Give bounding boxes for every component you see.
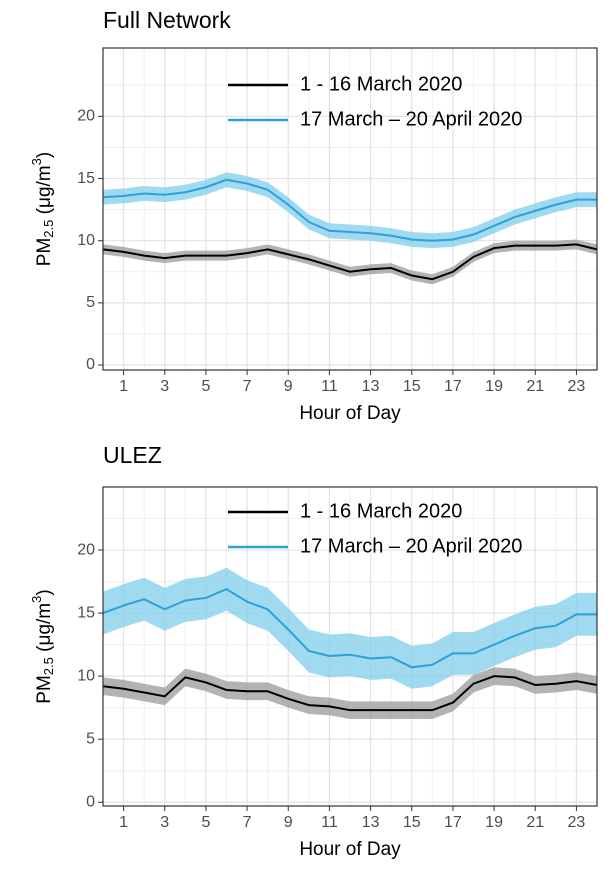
y-tick-label: 20 [77,541,95,558]
y-tick-label: 15 [77,604,95,621]
confidence-band [103,172,597,249]
x-tick-label: 19 [485,814,503,831]
y-axis-title-part: 2.5 [41,657,56,675]
y-axis-title: PM2.5 (μg/m3) [29,589,56,703]
x-tick-label: 1 [119,814,128,831]
confidence-band [103,567,597,689]
legend-label: 1 - 16 March 2020 [300,500,462,522]
y-tick-label: 0 [86,793,95,810]
series-line [102,588,597,669]
y-tick-label: 10 [77,667,95,684]
x-tick-label: 19 [485,378,503,395]
x-tick-label: 3 [160,378,169,395]
x-tick-label: 23 [568,378,586,395]
x-tick-label: 1 [119,378,128,395]
panel-title: ULEZ [103,442,162,468]
y-tick-label: 15 [77,170,95,187]
y-axis-title-part: 3 [29,596,44,603]
x-tick-label: 9 [284,378,293,395]
y-tick-label: 10 [77,232,95,249]
x-tick-label: 15 [403,378,421,395]
y-axis-title: PM2.5 (μg/m3) [29,152,56,266]
x-tick-label: 13 [362,814,380,831]
legend-label: 17 March – 20 April 2020 [300,535,522,557]
x-tick-label: 7 [243,814,252,831]
y-axis-title-part: 3 [29,158,44,165]
y-axis-title-part: (μg/m [34,165,55,219]
y-axis-title-part: PM [34,675,55,704]
y-axis-title-part: ) [34,589,55,595]
x-tick-label: 5 [201,378,210,395]
x-tick-label: 11 [321,378,338,395]
x-tick-label: 5 [201,814,210,831]
x-tick-label: 23 [568,814,586,831]
x-tick-label: 11 [321,814,338,831]
x-tick-label: 17 [444,378,462,395]
series-line [102,243,598,281]
series-line [102,675,598,712]
x-tick-label: 9 [284,814,293,831]
panel-title: Full Network [103,7,231,33]
x-tick-label: 3 [160,814,169,831]
x-axis-title: Hour of Day [299,839,401,860]
y-tick-label: 0 [86,356,95,373]
y-tick-label: 20 [77,108,95,125]
confidence-band [103,667,597,719]
series-line [102,178,597,242]
y-axis-title-part: ) [34,152,55,158]
legend-label: 1 - 16 March 2020 [300,73,462,95]
y-axis-title-part: (μg/m [34,603,55,657]
plot-border [102,47,598,371]
y-axis-title-part: PM [34,238,55,267]
x-tick-label: 15 [403,814,421,831]
x-tick-label: 13 [362,378,380,395]
x-tick-label: 17 [444,814,462,831]
x-tick-label: 21 [526,814,544,831]
confidence-band [103,239,597,285]
plot-border [102,486,598,807]
x-axis-title: Hour of Day [299,403,401,424]
legend-label: 17 March – 20 April 2020 [300,108,522,130]
y-tick-label: 5 [86,730,95,747]
y-tick-label: 5 [86,294,95,311]
x-tick-label: 21 [526,378,544,395]
x-tick-label: 7 [243,378,252,395]
y-axis-title-part: 2.5 [41,220,56,238]
